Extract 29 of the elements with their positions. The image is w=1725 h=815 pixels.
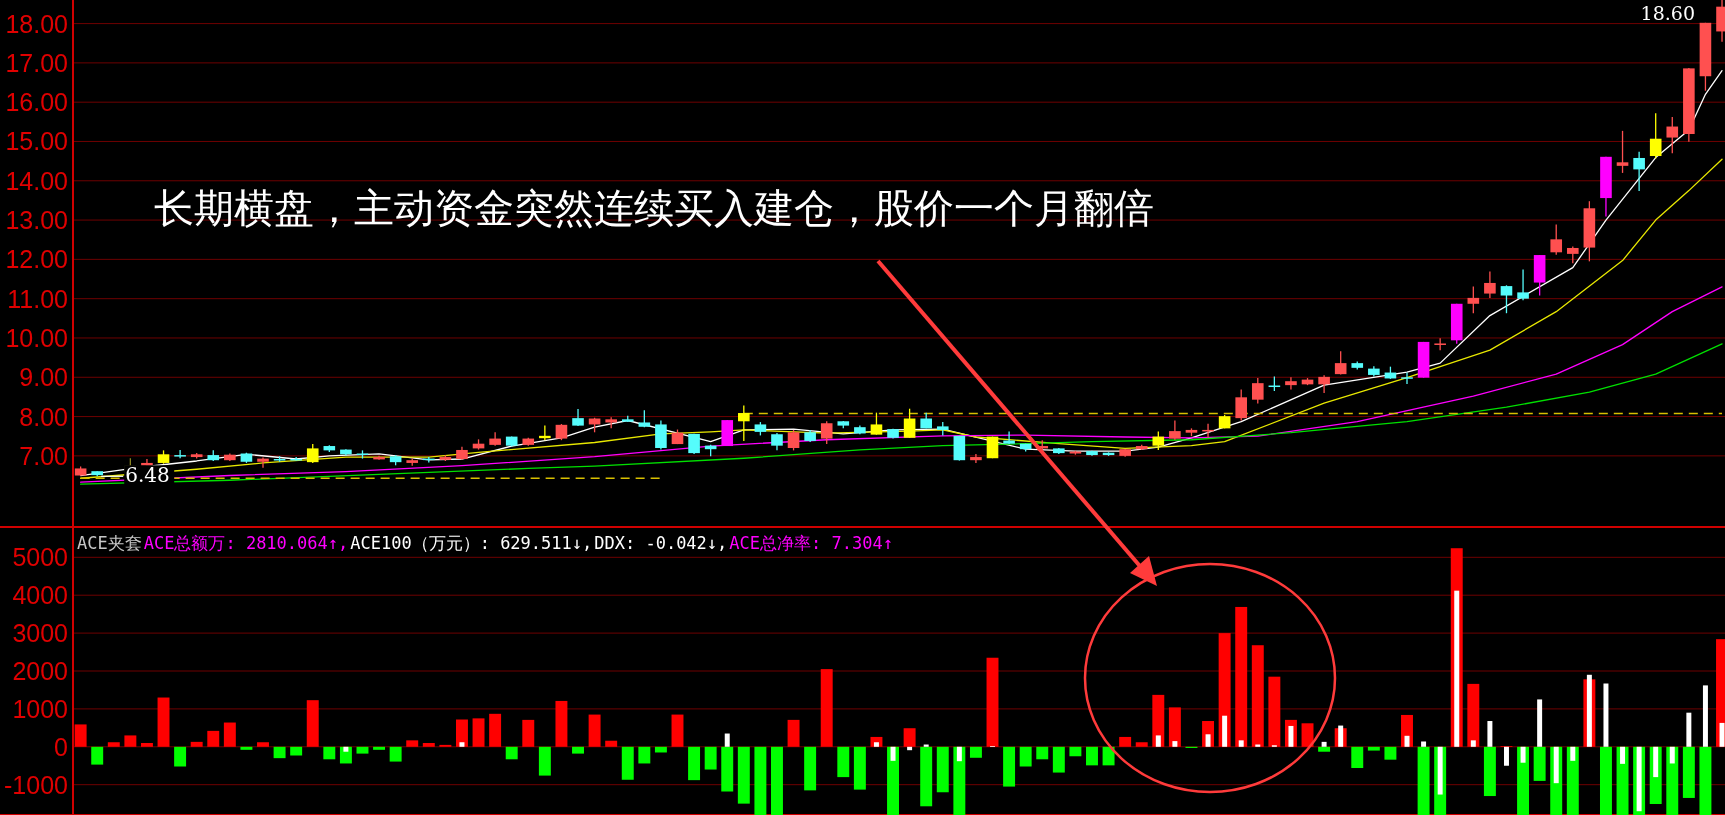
y-tick-label: 8.00 [19,402,68,431]
y-tick-label: 16.00 [5,88,68,117]
line-series [79,343,1723,485]
annotation: ACE总额万: 2810.064↑, [143,533,349,553]
annotation: ACE夹套 [77,533,142,553]
y-tick-label: 15.00 [5,127,68,156]
y-tick-label: 3000 [12,619,68,648]
annotation: ACE总净率: 7.304↑ [729,533,893,553]
y-tick-label: 1000 [12,694,68,723]
annotation: 6.48 [125,463,170,488]
y-tick-label: 17.00 [5,48,68,77]
y-tick-label: 9.00 [19,363,68,392]
y-tick-label: 4000 [12,581,68,610]
annotation: 18.60 [1640,2,1695,24]
annotation: DDX: -0.042↓, [594,533,728,553]
y-tick-label: 14.00 [5,166,68,195]
y-tick-label: -1000 [4,770,68,799]
y-tick-label: 10.00 [5,323,68,352]
y-tick-label: 11.00 [7,284,68,313]
line-series [79,286,1723,483]
y-tick-label: 2000 [12,657,68,685]
annotation: ACE100（万元）: 629.511↓, [350,533,593,553]
y-tick-label: 12.00 [5,245,68,274]
y-tick-label: 0 [54,732,68,761]
y-tick-label: 18.00 [5,9,68,38]
text: 长期横盘，主动资金突然连续买入建仓，股价一个月翻倍 [154,186,1154,230]
y-tick-label: 7.00 [19,441,68,470]
y-tick-label: 5000 [12,543,68,572]
y-tick-label: 13.00 [5,206,68,235]
